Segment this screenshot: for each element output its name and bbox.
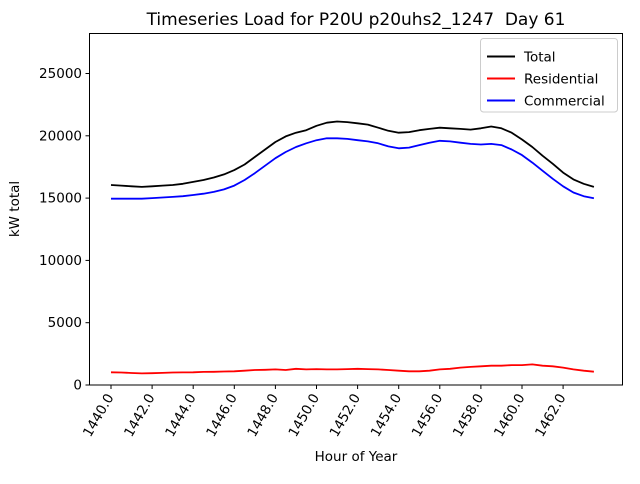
y-tick-label: 0 [73,378,82,394]
x-tick-label: 1444.0 [162,391,199,440]
series-line-total [110,120,595,188]
legend-label-total: Total [523,49,556,65]
x-tick-label: 1448.0 [244,391,281,440]
legend-label-commercial: Commercial [524,93,605,109]
series-line-commercial [111,137,595,200]
x-tick-label: 1442.0 [121,391,158,440]
legend: Total Residential Commercial [480,38,618,113]
y-tick-label: 20000 [39,128,82,144]
x-axis-ticks: 1440.0 1442.0 1444.0 1446.0 1448.0 1450.0 1452… [80,385,570,440]
series-line-residential [110,363,594,375]
y-tick-label: 10000 [39,253,82,269]
y-axis-label: kW total [7,181,23,237]
x-tick-label: 1446.0 [203,391,240,440]
y-tick-label: 15000 [39,191,82,207]
plot-area-border [89,33,623,386]
series-lines [110,120,595,375]
chart-title: Timeseries Load for P20U p20uhs2_1247 Da… [146,10,566,30]
y-tick-label: 5000 [48,315,82,331]
y-tick-label: 25000 [39,66,82,82]
x-tick-label: 1460.0 [491,391,528,440]
legend-label-residential: Residential [524,71,598,87]
y-axis-ticks: 0 5000 10000 15000 20000 25000 [39,66,90,394]
x-tick-label: 1450.0 [285,391,322,440]
x-tick-label: 1440.0 [80,391,117,440]
x-tick-label: 1456.0 [409,391,446,440]
x-tick-label: 1452.0 [327,391,364,440]
x-tick-label: 1454.0 [368,391,405,440]
x-tick-label: 1462.0 [532,391,569,440]
x-axis-label: Hour of Year [315,449,398,465]
x-tick-label: 1458.0 [450,391,487,440]
